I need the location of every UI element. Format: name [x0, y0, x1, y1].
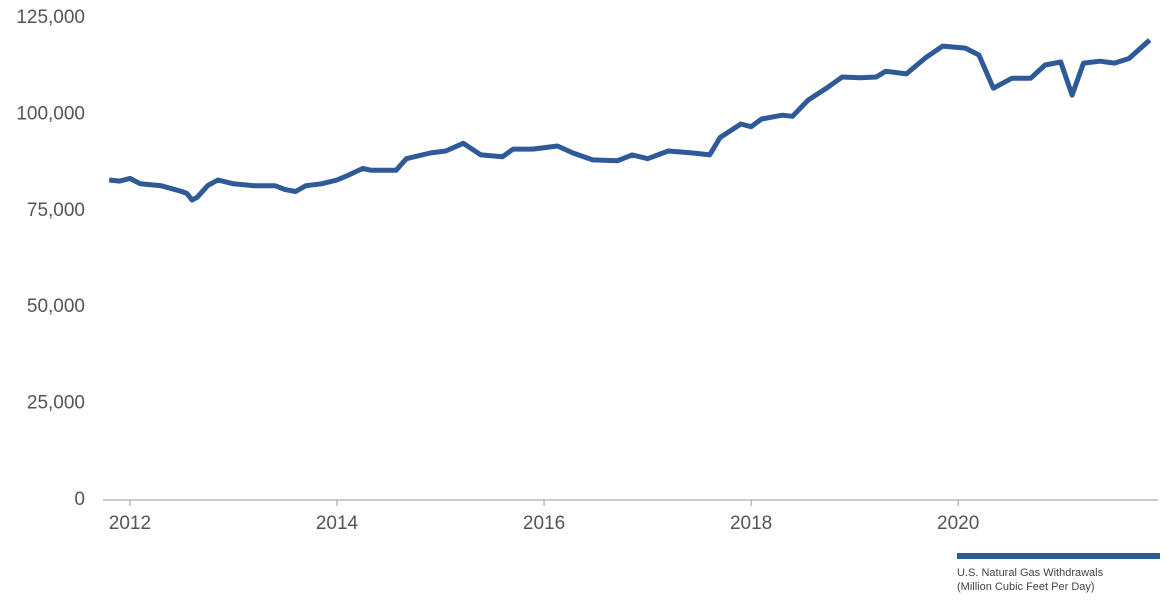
y-tick-label: 75,000	[27, 200, 85, 221]
legend-label: U.S. Natural Gas Withdrawals	[957, 567, 1104, 579]
x-tick-label: 2016	[523, 513, 565, 534]
legend-swatch	[957, 553, 1160, 559]
x-tick-label: 2014	[316, 513, 359, 534]
x-tick-label: 2012	[109, 513, 151, 534]
y-tick-label: 25,000	[27, 393, 85, 414]
legend-unit: (Million Cubic Feet Per Day)	[957, 581, 1095, 593]
y-tick-label: 50,000	[27, 296, 85, 317]
y-tick-label: 100,000	[16, 103, 85, 124]
data-line	[108, 38, 1152, 203]
x-tick-label: 2018	[730, 513, 772, 534]
x-tick-label: 2020	[937, 513, 979, 534]
y-tick-label: 125,000	[16, 7, 85, 28]
y-tick-label: 0	[74, 489, 85, 510]
